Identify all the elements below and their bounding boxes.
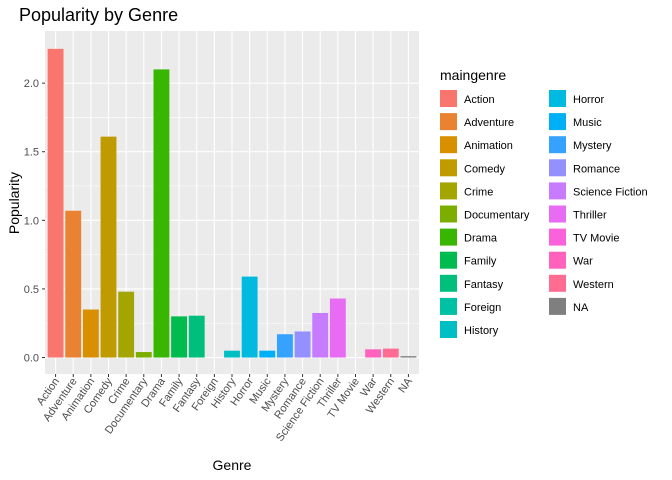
legend-label: NA [573, 302, 589, 314]
legend-key [440, 297, 457, 315]
legend-label: Drama [464, 233, 498, 245]
y-axis-title: Popularity [6, 172, 22, 234]
legend-label: Western [573, 279, 614, 291]
legend-label: Thriller [573, 210, 607, 222]
legend-key [549, 113, 566, 131]
bar [312, 312, 329, 358]
legend-label: Adventure [464, 117, 514, 129]
legend-label: Romance [573, 163, 620, 175]
y-tick-label: 1.5 [24, 147, 39, 159]
bar [329, 298, 346, 358]
bar [100, 136, 117, 358]
legend-label: History [464, 325, 499, 337]
legend-label: Mystery [573, 140, 612, 152]
x-axis-ticks: ActionAdventureAnimationComedyCrimeDocum… [35, 374, 415, 444]
legend-key [440, 228, 457, 246]
legend-label: Family [464, 256, 497, 268]
chart-title: Popularity by Genre [19, 5, 178, 25]
legend-key [549, 90, 566, 107]
legend-key [549, 251, 566, 269]
bars [47, 48, 417, 358]
legend-label: Crime [464, 186, 493, 198]
legend-label: Horror [573, 94, 605, 106]
legend-key [549, 274, 566, 292]
legend-key [549, 297, 566, 315]
legend-label: Action [464, 94, 495, 106]
bar [47, 48, 64, 358]
bar [382, 348, 399, 358]
bar [241, 276, 258, 358]
legend-label: Foreign [464, 302, 501, 314]
legend-label: War [573, 256, 593, 268]
bar [65, 210, 82, 358]
legend-key [549, 205, 566, 223]
bar [82, 309, 99, 358]
legend-label: Animation [464, 140, 513, 152]
legend-key [440, 251, 457, 269]
legend-label: Documentary [464, 210, 530, 222]
legend-key [549, 228, 566, 246]
legend-key [440, 274, 457, 292]
legend-key [440, 182, 457, 200]
y-tick-label: 0.0 [24, 353, 39, 365]
bar [276, 334, 293, 358]
legend-key [440, 205, 457, 223]
bar [188, 315, 205, 358]
legend-key [549, 159, 566, 177]
legend-key [440, 113, 457, 131]
x-axis-title: Genre [213, 457, 252, 473]
legend-label: Science Fiction [573, 186, 648, 198]
legend-label: Fantasy [464, 279, 504, 291]
bar [224, 350, 240, 358]
y-tick-label: 1.0 [24, 215, 39, 227]
legend-label: Music [573, 117, 602, 129]
legend-key [440, 159, 457, 177]
bar [259, 350, 276, 358]
bar [153, 69, 170, 358]
y-tick-label: 0.5 [24, 284, 39, 296]
legend: maingenre Action Adventure Animation Comedy… [440, 67, 648, 338]
bar [171, 316, 188, 358]
y-axis-ticks: 0.0 0.5 1.0 1.5 2.0 [24, 78, 45, 365]
bar [135, 352, 152, 358]
y-tick-label: 2.0 [24, 78, 39, 90]
bar [294, 331, 311, 358]
legend-key [440, 136, 457, 154]
legend-label: TV Movie [573, 233, 619, 245]
legend-label: Comedy [464, 163, 505, 175]
legend-key [440, 90, 457, 107]
legend-key [440, 321, 457, 338]
x-tick-label: NA [396, 375, 415, 395]
bar [400, 356, 417, 358]
legend-key [549, 182, 566, 200]
legend-key [549, 136, 566, 154]
bar [118, 291, 135, 358]
legend-title: maingenre [440, 67, 506, 83]
bar [365, 349, 382, 358]
